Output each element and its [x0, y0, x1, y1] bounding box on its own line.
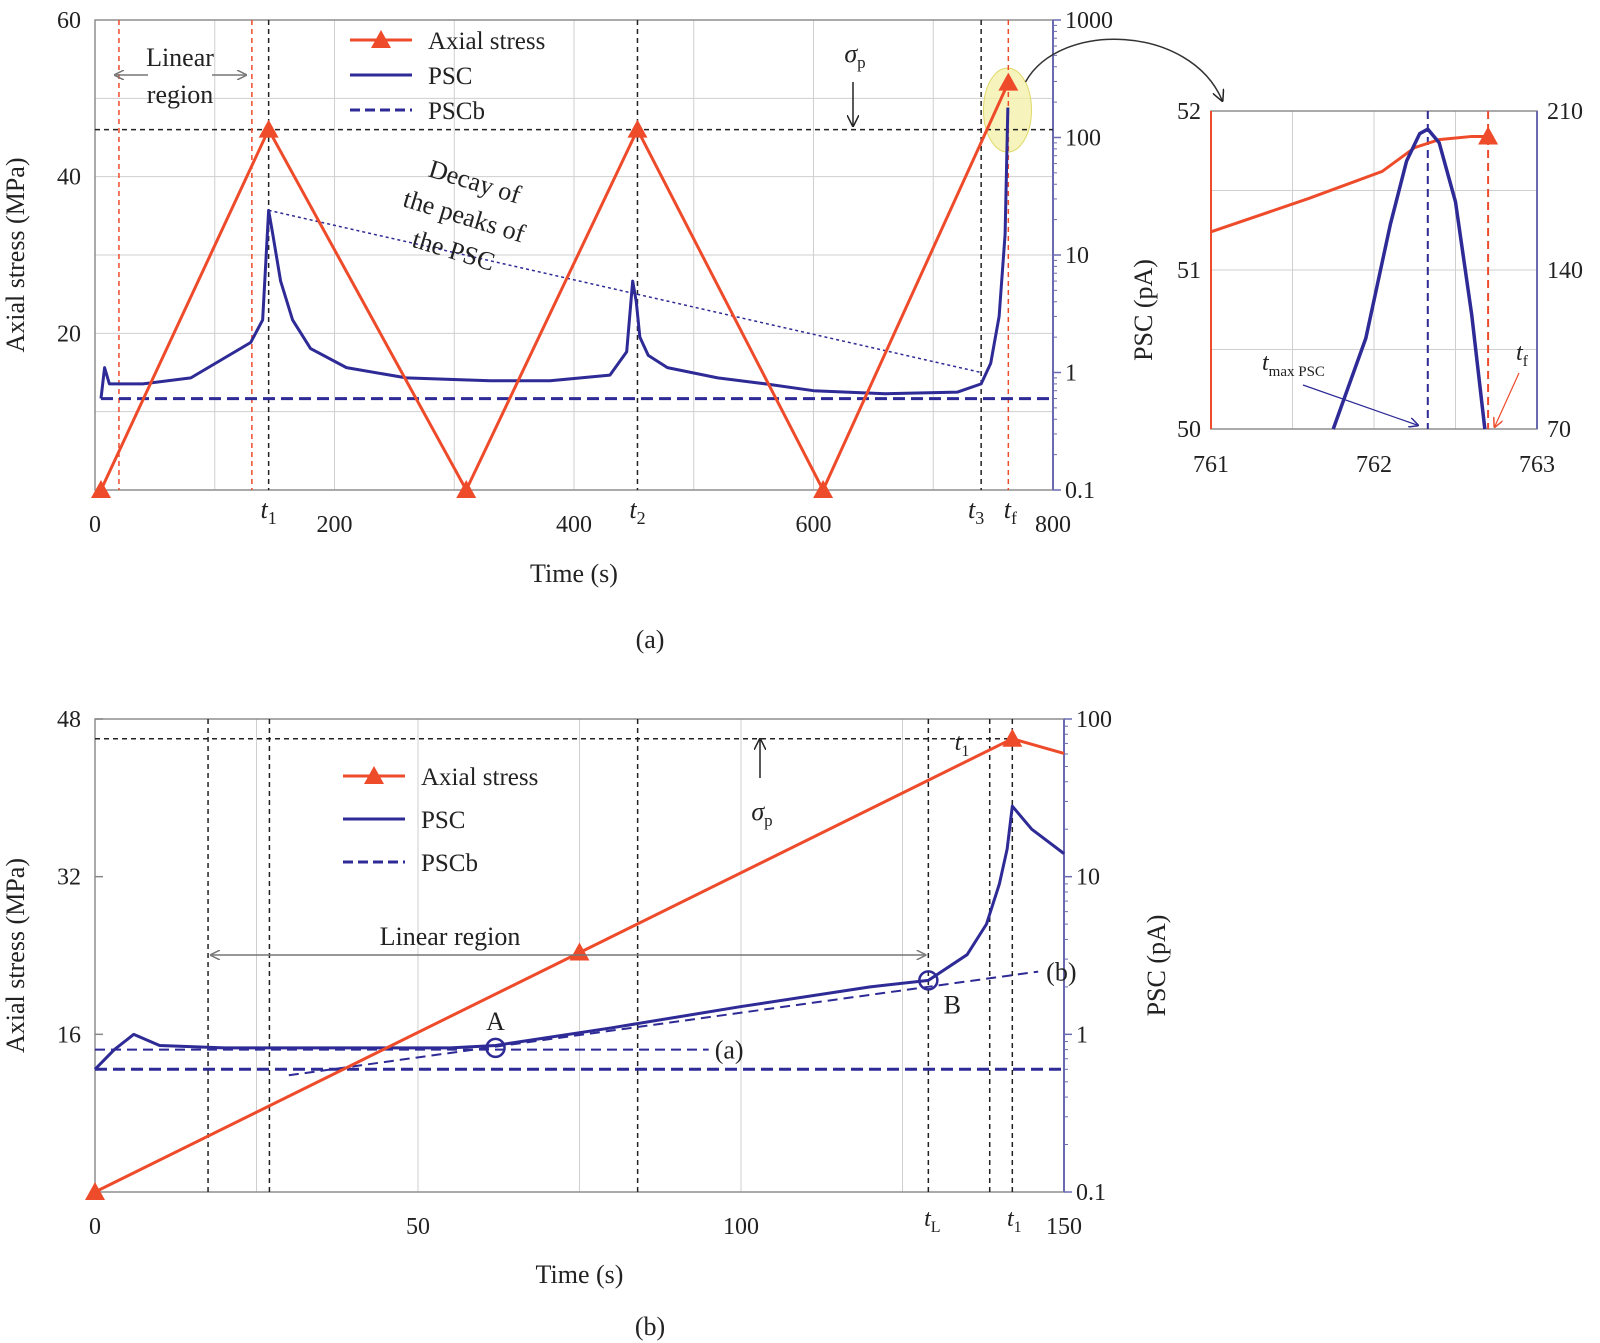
point-a: [485, 1037, 506, 1059]
x-tick-label: 762: [1356, 452, 1392, 478]
sigma-p-label: σp: [751, 797, 772, 830]
legend-label: PSC: [428, 63, 472, 90]
legend-marker: [364, 766, 384, 784]
x-tick-label: 100: [723, 1214, 759, 1240]
zoom-arrow: [1024, 38, 1222, 100]
axial-stress-marker: [1002, 728, 1023, 747]
y-axis-label: Axial stress (MPa): [1, 158, 30, 353]
axial-stress-marker: [258, 119, 279, 138]
y2-axis-label: PSC (pA): [1129, 259, 1158, 361]
axial-stress-series: [99, 82, 1010, 494]
y-tick-label: 40: [57, 165, 81, 191]
axial-stress-marker: [456, 480, 477, 498]
t1-label: t1: [1007, 1206, 1022, 1236]
x-tick-label: 0: [89, 1214, 101, 1240]
tf-label: tf: [1004, 495, 1017, 528]
y-tick-label: 52: [1177, 99, 1201, 125]
x-tick-label: 800: [1035, 512, 1071, 538]
t1-upper-label: t1: [955, 730, 970, 760]
chart-a-inset: 761 762 763 50 51 52 70 140 210 PSC (pA) tmax PSC t…: [1129, 99, 1583, 478]
tf-arrow: [1495, 372, 1520, 426]
linear-region-label: region: [147, 80, 213, 109]
caption-b: (b): [635, 1312, 665, 1341]
y2-tick-label: 140: [1547, 258, 1583, 284]
y2-tick-label: 100: [1076, 707, 1112, 733]
y2-tick-label: 0.1: [1076, 1180, 1106, 1206]
x-tick-label: 50: [406, 1214, 430, 1240]
t3-label: t3: [968, 495, 984, 528]
decay-line: [268, 209, 982, 374]
inset-tf-label: tf: [1516, 340, 1529, 370]
legend-marker: [371, 30, 391, 48]
y-tick-label: 32: [57, 865, 81, 891]
point-label: A: [486, 1007, 505, 1036]
y-tick-label: 16: [57, 1022, 81, 1048]
y-tick-label: 51: [1177, 258, 1201, 284]
psc-series: [99, 107, 1010, 399]
tmax-label: tmax PSC: [1262, 350, 1325, 380]
y2-tick-label: 0.1: [1065, 478, 1095, 504]
x-tick-label: 600: [796, 512, 832, 538]
x-tick-label: 150: [1046, 1214, 1082, 1240]
x-tick-label: 763: [1519, 452, 1555, 478]
y2-tick-label: 100: [1065, 126, 1101, 152]
x-axis-label: Time (s): [530, 559, 618, 588]
y2-tick-label: 1000: [1065, 8, 1113, 34]
y2-tick-label: 10: [1076, 865, 1100, 891]
linear-region-label: Linear region: [380, 922, 521, 951]
point-label: B: [944, 990, 961, 1019]
legend-label: Axial stress: [421, 764, 538, 791]
y2-tick-label: 10: [1065, 243, 1089, 269]
psc-series: [1331, 127, 1487, 430]
legend-label: PSCb: [428, 98, 485, 125]
point-b: [918, 970, 939, 991]
legend-label: PSC: [421, 807, 465, 834]
fit-line-label: (b): [1046, 958, 1076, 987]
axial-stress-marker: [90, 480, 111, 498]
fit-line-label: (a): [715, 1036, 744, 1065]
axial-stress-marker: [1478, 126, 1499, 145]
axial-stress-series: [1210, 134, 1489, 234]
y-tick-label: 20: [57, 321, 81, 347]
x-tick-label: 761: [1193, 452, 1229, 478]
fit-line: [288, 970, 1039, 1077]
y-tick-label: 60: [57, 8, 81, 34]
x-tick-label: 200: [317, 512, 353, 538]
legend-label: Axial stress: [428, 28, 545, 55]
linear-region-label: Linear: [146, 43, 214, 72]
axial-stress-marker: [85, 1182, 105, 1200]
tmax-arrow: [1302, 384, 1417, 425]
y-tick-label: 50: [1177, 417, 1201, 443]
t2-label: t2: [629, 495, 645, 528]
x-tick-label: 400: [556, 512, 592, 538]
axial-stress-marker: [569, 942, 590, 961]
y-tick-label: 48: [57, 707, 81, 733]
y2-tick-label: 210: [1547, 99, 1583, 125]
chart-b: 0 50 100 150 16 32 48 0.1 1 10 100 Time (s) Axial st…: [1, 707, 1171, 1341]
chart-a: 0 200 400 600 800 20 40 60 0.1 1 10 100 1000 Time (s)…: [1, 8, 1222, 654]
y-axis-label: Axial stress (MPa): [1, 858, 30, 1053]
psc-series: [93, 804, 1065, 1071]
axial-stress-marker: [813, 480, 834, 498]
axial-stress-marker: [998, 72, 1019, 91]
y2-axis-label: PSC (pA): [1142, 915, 1171, 1017]
y2-tick-label: 1: [1065, 361, 1077, 387]
tL-label: tL: [924, 1206, 940, 1236]
x-tick-label: 0: [89, 512, 101, 538]
y2-tick-label: 1: [1076, 1022, 1088, 1048]
axial-stress-marker: [627, 119, 648, 138]
y2-tick-label: 70: [1547, 417, 1571, 443]
caption-a: (a): [636, 625, 665, 654]
sigma-p-label: σp: [844, 39, 865, 72]
x-axis-label: Time (s): [536, 1260, 624, 1289]
legend-label: PSCb: [421, 850, 478, 877]
t1-label: t1: [261, 495, 277, 528]
